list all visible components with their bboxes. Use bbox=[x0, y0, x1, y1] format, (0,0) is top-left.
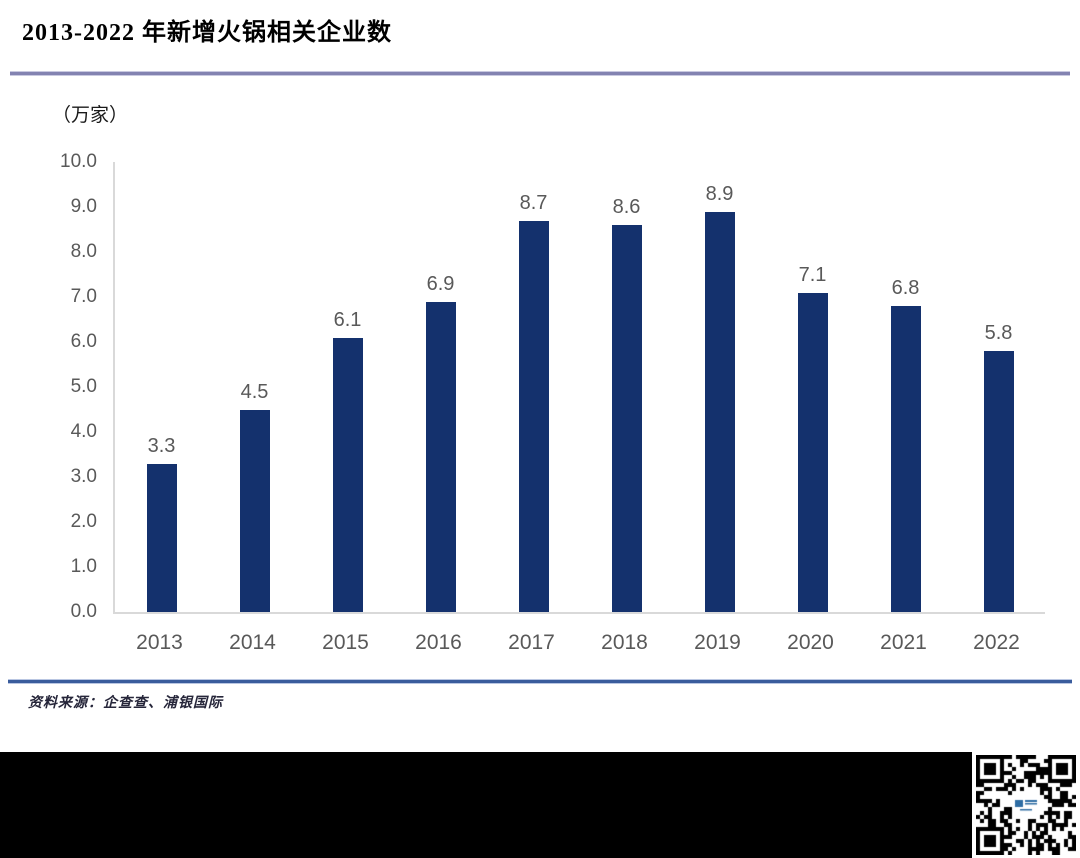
y-tick-label: 8.0 bbox=[71, 241, 97, 263]
bar bbox=[891, 306, 921, 612]
bar-value-label: 6.1 bbox=[334, 309, 362, 331]
qr-code-area bbox=[972, 752, 1080, 858]
x-axis-label: 2016 bbox=[392, 631, 485, 655]
x-axis-label: 2017 bbox=[485, 631, 578, 655]
bar-group-2014: 4.5 bbox=[208, 162, 301, 612]
bar-group-2015: 6.1 bbox=[301, 162, 394, 612]
y-axis-ticks: 10.09.08.07.06.05.04.03.02.01.00.0 bbox=[30, 162, 97, 612]
bar-value-label: 3.3 bbox=[148, 435, 176, 457]
bar-value-label: 8.6 bbox=[613, 196, 641, 218]
x-axis-label: 2015 bbox=[299, 631, 392, 655]
source-divider-line bbox=[8, 679, 1072, 684]
bar-value-label: 8.9 bbox=[706, 183, 734, 205]
source-text: 资料来源：企查查、浦银国际 bbox=[28, 692, 223, 712]
x-axis-label: 2022 bbox=[950, 631, 1043, 655]
bar-group-2016: 6.9 bbox=[394, 162, 487, 612]
y-tick-label: 10.0 bbox=[60, 151, 97, 173]
y-tick-label: 2.0 bbox=[71, 511, 97, 533]
x-axis-label: 2019 bbox=[671, 631, 764, 655]
y-tick-label: 6.0 bbox=[71, 331, 97, 353]
bar bbox=[612, 225, 642, 612]
report-chart-page: 2013-2022 年新增火锅相关企业数 （万家） 10.0 9.0 8.0 7.0 6… bbox=[0, 0, 1080, 858]
y-tick-label: 7.0 bbox=[71, 286, 97, 308]
bar-plot-area: 3.3 4.5 6.1 6.9 8.7 8.6 8.9 7.1 6.8 5.8 bbox=[113, 162, 1045, 614]
bar-value-label: 5.8 bbox=[985, 322, 1013, 344]
bar bbox=[426, 302, 456, 613]
bar bbox=[240, 410, 270, 613]
bar bbox=[984, 351, 1014, 612]
y-tick-label: 5.0 bbox=[71, 376, 97, 398]
bar-group-2020: 7.1 bbox=[766, 162, 859, 612]
x-axis-label: 2018 bbox=[578, 631, 671, 655]
y-axis-unit-label: （万家） bbox=[52, 100, 128, 127]
y-tick-label: 1.0 bbox=[71, 556, 97, 578]
x-axis-label: 2014 bbox=[206, 631, 299, 655]
bar-value-label: 6.9 bbox=[427, 273, 455, 295]
bar-value-label: 6.8 bbox=[892, 277, 920, 299]
bar-group-2013: 3.3 bbox=[115, 162, 208, 612]
bar bbox=[333, 338, 363, 613]
bar bbox=[147, 464, 177, 613]
redacted-black-bar bbox=[0, 752, 972, 858]
bar-value-label: 7.1 bbox=[799, 264, 827, 286]
bar bbox=[798, 293, 828, 613]
y-tick-label: 4.0 bbox=[71, 421, 97, 443]
bar-group-2017: 8.7 bbox=[487, 162, 580, 612]
bar bbox=[519, 221, 549, 613]
bar-group-2021: 6.8 bbox=[859, 162, 952, 612]
bar-group-2022: 5.8 bbox=[952, 162, 1045, 612]
chart-title: 2013-2022 年新增火锅相关企业数 bbox=[22, 12, 392, 47]
y-tick-label: 3.0 bbox=[71, 466, 97, 488]
x-axis-labels: 2013201420152016201720182019202020212022 bbox=[113, 631, 1043, 655]
bar bbox=[705, 212, 735, 613]
bar-group-2018: 8.6 bbox=[580, 162, 673, 612]
bar-value-label: 4.5 bbox=[241, 381, 269, 403]
x-axis-label: 2021 bbox=[857, 631, 950, 655]
x-axis-label: 2013 bbox=[113, 631, 206, 655]
x-axis-label: 2020 bbox=[764, 631, 857, 655]
qr-code bbox=[976, 755, 1076, 855]
y-tick-label: 0.0 bbox=[71, 601, 97, 623]
title-divider-line bbox=[10, 71, 1070, 76]
bar-group-2019: 8.9 bbox=[673, 162, 766, 612]
bar-value-label: 8.7 bbox=[520, 192, 548, 214]
y-tick-label: 9.0 bbox=[71, 196, 97, 218]
